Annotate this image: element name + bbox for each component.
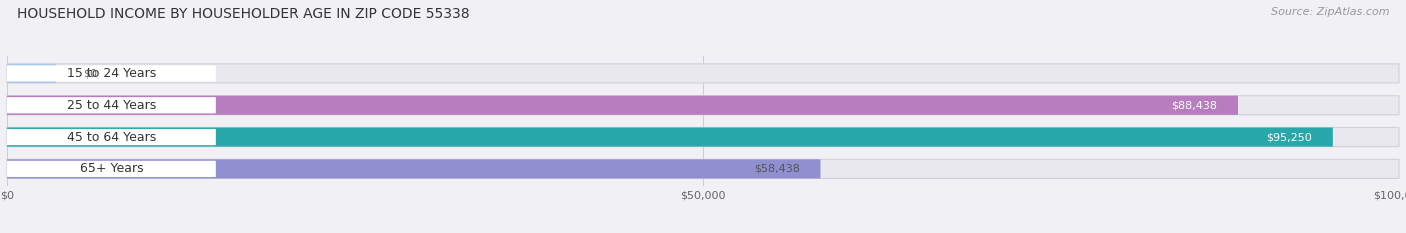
FancyBboxPatch shape [7, 65, 217, 82]
FancyBboxPatch shape [7, 159, 821, 178]
Text: 45 to 64 Years: 45 to 64 Years [67, 130, 156, 144]
FancyBboxPatch shape [7, 161, 217, 177]
Text: $95,250: $95,250 [1267, 132, 1312, 142]
FancyBboxPatch shape [7, 96, 1239, 115]
Text: Source: ZipAtlas.com: Source: ZipAtlas.com [1271, 7, 1389, 17]
Text: 65+ Years: 65+ Years [80, 162, 143, 175]
FancyBboxPatch shape [7, 127, 1333, 147]
FancyBboxPatch shape [7, 64, 56, 83]
Text: $58,438: $58,438 [754, 164, 800, 174]
FancyBboxPatch shape [7, 127, 1399, 147]
FancyBboxPatch shape [7, 96, 1399, 115]
Text: $88,438: $88,438 [1171, 100, 1218, 110]
FancyBboxPatch shape [7, 64, 1399, 83]
Text: $0: $0 [83, 69, 97, 79]
Text: 25 to 44 Years: 25 to 44 Years [67, 99, 156, 112]
FancyBboxPatch shape [7, 97, 217, 113]
Text: HOUSEHOLD INCOME BY HOUSEHOLDER AGE IN ZIP CODE 55338: HOUSEHOLD INCOME BY HOUSEHOLDER AGE IN Z… [17, 7, 470, 21]
FancyBboxPatch shape [7, 159, 1399, 178]
Text: 15 to 24 Years: 15 to 24 Years [67, 67, 156, 80]
FancyBboxPatch shape [7, 129, 217, 145]
